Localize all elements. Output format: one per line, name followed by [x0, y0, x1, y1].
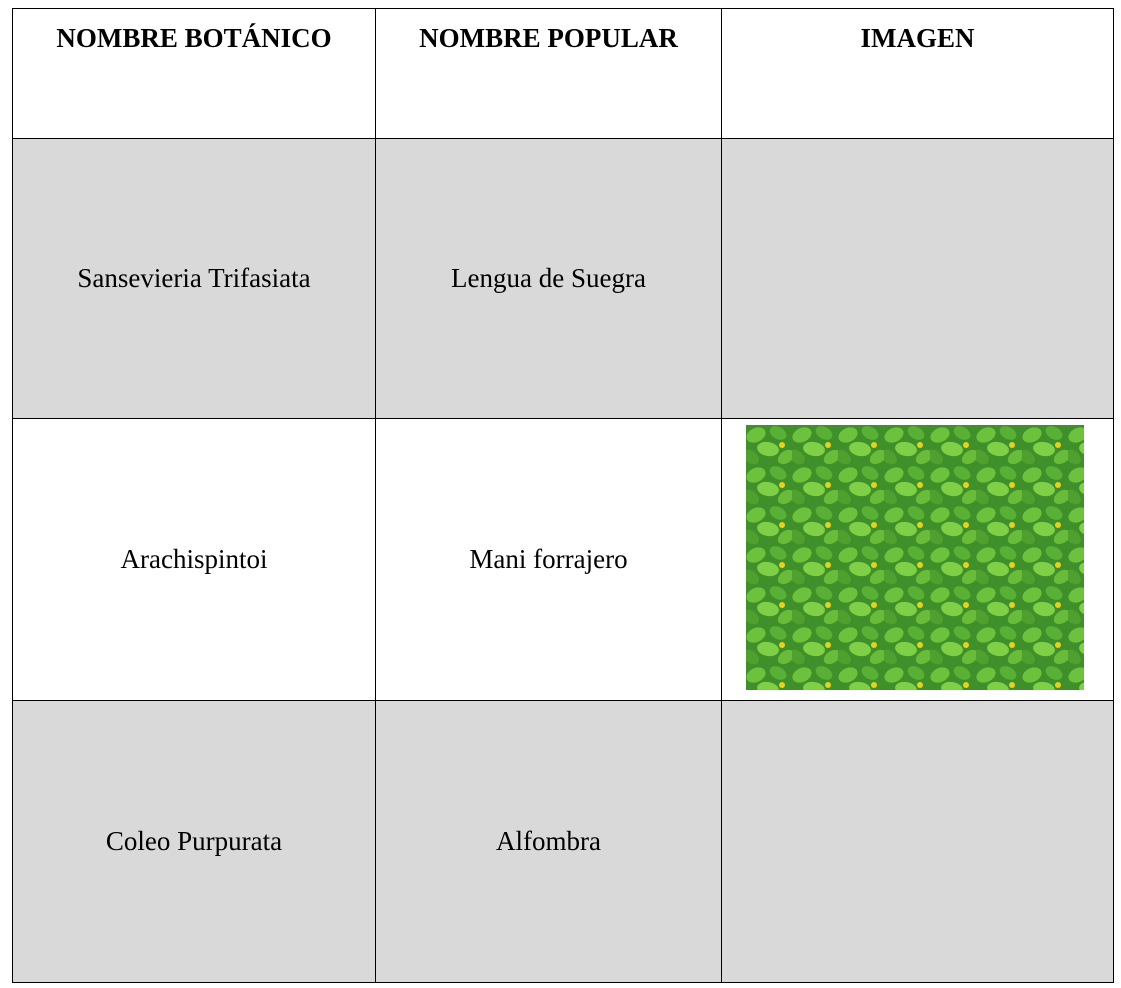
header-cell: NOMBRE POPULAR: [375, 8, 722, 139]
popular-name: Lengua de Suegra: [375, 138, 722, 419]
botanical-name: Coleo Purpurata: [12, 700, 376, 983]
foliage: [746, 425, 1084, 690]
image-cell: [721, 138, 1114, 419]
popular-name: Mani forrajero: [375, 418, 722, 701]
header-cell: NOMBRE BOTÁNICO: [12, 8, 376, 139]
botanical-name: Sansevieria Trifasiata: [12, 138, 376, 419]
popular-name: Alfombra: [375, 700, 722, 983]
plant-image: [746, 425, 1084, 690]
botanical-name: Arachispintoi: [12, 418, 376, 701]
header-cell: IMAGEN: [721, 8, 1114, 139]
image-cell: [721, 700, 1114, 983]
